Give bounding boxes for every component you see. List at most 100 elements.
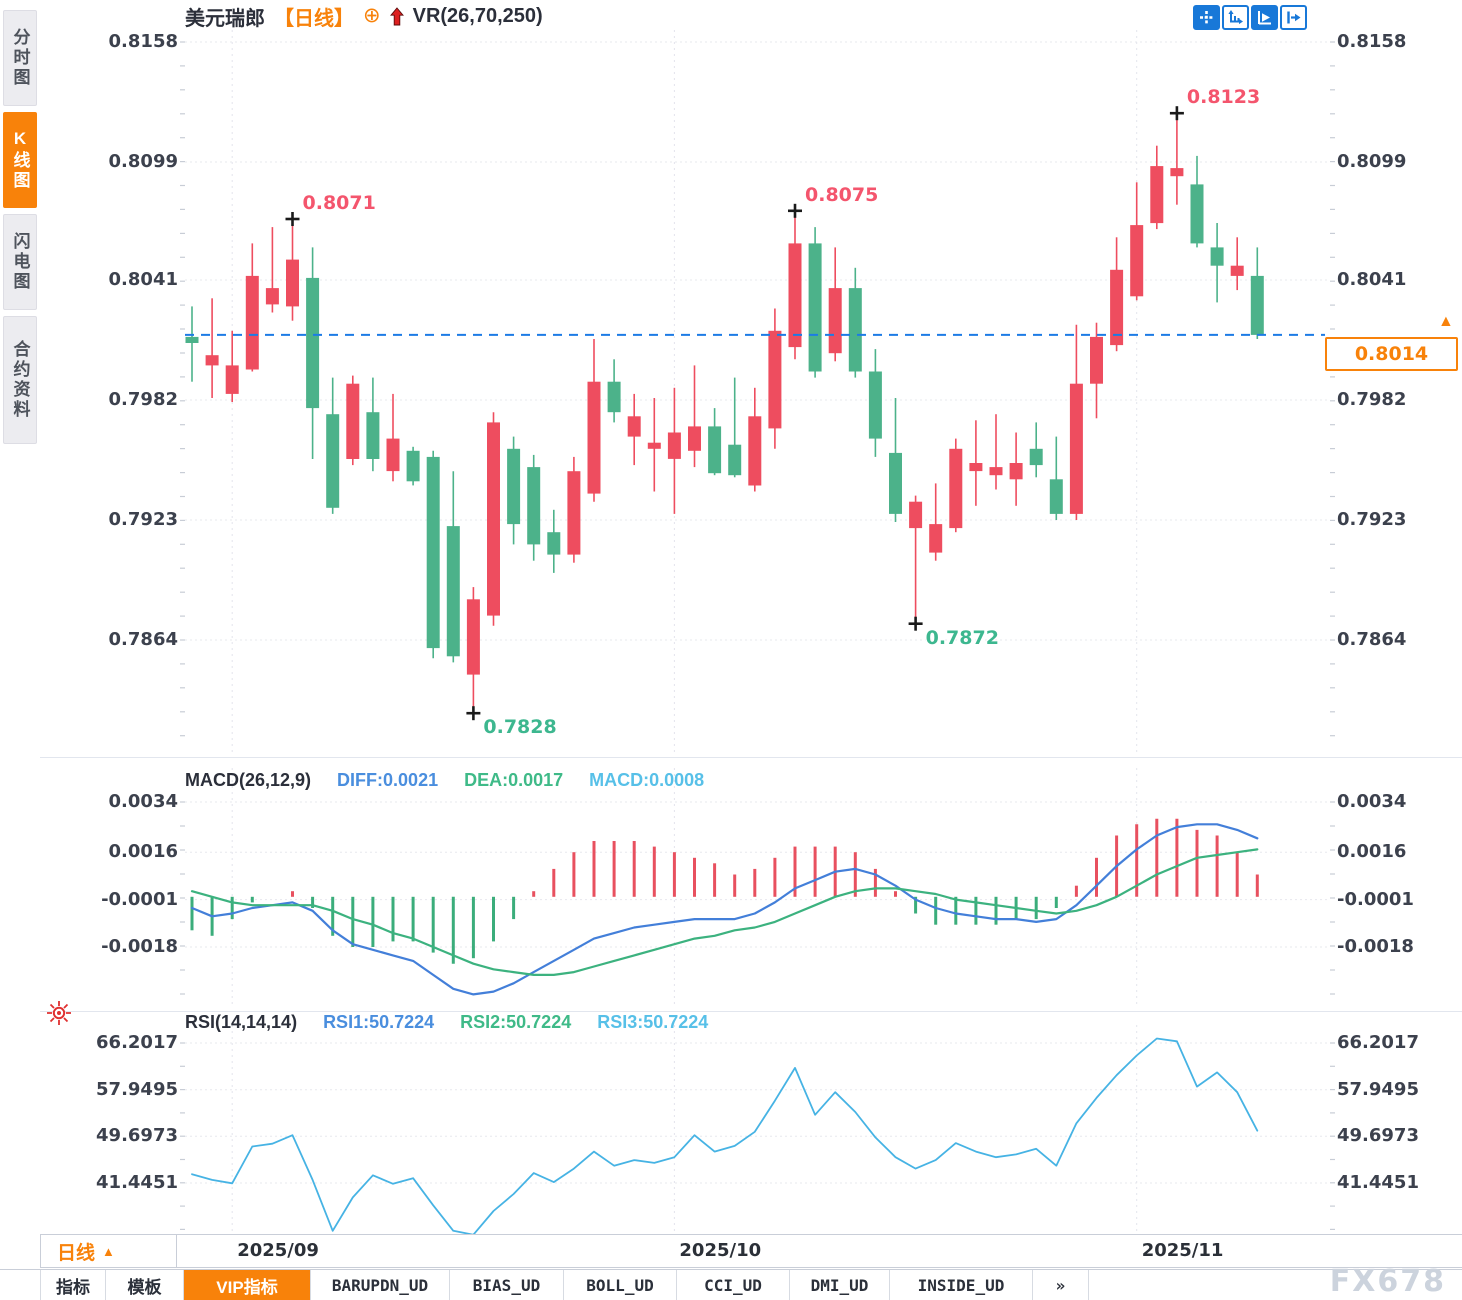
candle (245, 275, 259, 370)
rsi-title: RSI(14,14,14) (185, 1012, 298, 1032)
tab-dmi-ud[interactable]: DMI_UD (790, 1270, 890, 1300)
candle (889, 452, 902, 514)
candle (466, 599, 480, 675)
price-axis-label: -0.0001 (101, 888, 178, 910)
candle (326, 414, 340, 508)
tab-label: 模板 (127, 1277, 162, 1297)
panel-divider (40, 757, 1462, 758)
macd-dea-value: DEA:0.0017 (464, 770, 564, 790)
period-tag[interactable]: 【日线】 (274, 7, 354, 30)
candle (346, 383, 360, 459)
high-low-markers (285, 106, 1184, 721)
candle (1250, 275, 1264, 335)
candle (487, 422, 500, 616)
candle (1009, 463, 1023, 480)
sidebar-tab-label: 分时图 (10, 28, 30, 88)
price-axis-label: -0.0018 (101, 936, 178, 957)
period-selector-arrow-icon: ▲ (102, 1243, 115, 1259)
candle (265, 288, 279, 305)
time-axis-label: 2025/09 (237, 1240, 319, 1261)
candle (507, 448, 521, 525)
candle (1049, 479, 1063, 514)
candle (1029, 448, 1043, 466)
candle (1230, 265, 1244, 276)
indicator-tab-bar: 指标 模板 VIP指标 BARUPDN_UD BIAS_UD BOLL_UD C… (0, 1269, 1462, 1300)
candle (1069, 383, 1083, 514)
tab-indicators[interactable]: 指标 (40, 1270, 106, 1300)
candle (848, 288, 862, 372)
macd-title: MACD(26,12,9) (185, 770, 312, 790)
candle (225, 365, 239, 394)
macd-macd-value: MACD:0.0008 (589, 770, 705, 790)
diff-line (190, 823, 1259, 996)
sidebar-tab-kline-chart[interactable]: K线图 (3, 112, 37, 208)
tab-label: BIAS_UD (472, 1275, 541, 1295)
candle (748, 416, 762, 486)
price-axis-label: 0.8158 (1337, 31, 1407, 52)
time-axis-label: 2025/10 (679, 1240, 762, 1261)
tab-more[interactable]: » (1033, 1270, 1089, 1300)
price-axis-label: 66.2017 (96, 1032, 178, 1053)
high-price-annotation: 0.8071 (302, 191, 376, 214)
jump-to-latest-icon[interactable] (1280, 5, 1307, 30)
price-axis-label: -0.0018 (1337, 936, 1414, 957)
current-price-value: 0.8014 (1354, 343, 1429, 365)
price-axis-label: 0.7864 (108, 629, 178, 650)
rsi3-value: RSI3:50.7224 (597, 1012, 709, 1032)
period-selector[interactable]: 日线 ▲ (40, 1234, 177, 1268)
tab-label: DMI_UD (810, 1275, 869, 1295)
candlestick-series[interactable] (185, 113, 1264, 714)
candle (1130, 225, 1144, 297)
tab-label: » (1055, 1275, 1066, 1295)
price-axis-label: 0.0016 (108, 841, 178, 863)
candle (306, 277, 320, 409)
auto-fit-icon[interactable] (1251, 5, 1278, 30)
price-axis-label: 0.8041 (1337, 268, 1407, 290)
indicator-settings-sun-icon[interactable] (42, 997, 76, 1029)
candle (868, 371, 882, 439)
tab-bias-ud[interactable]: BIAS_UD (450, 1270, 564, 1300)
candle (547, 532, 561, 555)
sidebar-tab-label: 合约资料 (10, 340, 30, 420)
tab-label: 指标 (56, 1277, 90, 1297)
candle (788, 243, 802, 348)
grid (180, 30, 1335, 1233)
candle (426, 456, 440, 649)
price-axis-label: 0.7923 (1337, 508, 1407, 530)
candle (909, 501, 923, 529)
watermark: FX678 (1329, 1264, 1446, 1299)
pan-crosshair-icon[interactable] (1193, 5, 1220, 30)
candle (667, 432, 681, 459)
candle (708, 426, 722, 474)
low-price-annotation: 0.7828 (483, 716, 557, 739)
sidebar-tab-time-chart[interactable]: 分时图 (3, 10, 37, 106)
candle (1190, 184, 1204, 244)
macd-diff-value: DIFF:0.0021 (337, 770, 439, 790)
tab-vip-indicators[interactable]: VIP指标 (184, 1270, 311, 1300)
tab-cci-ud[interactable]: CCI_UD (677, 1270, 790, 1300)
candle (587, 381, 601, 494)
tab-barupdn-ud[interactable]: BARUPDN_UD (311, 1270, 450, 1300)
tab-inside-ud[interactable]: INSIDE_UD (890, 1270, 1033, 1300)
sidebar-tab-flash-chart[interactable]: 闪电图 (3, 214, 37, 310)
price-axis-label: 0.8099 (108, 151, 178, 172)
candle (647, 442, 661, 449)
candle (1210, 247, 1224, 266)
current-price-tag: 0.8014 (1325, 337, 1458, 371)
circle-plus-icon[interactable]: ⊕ (363, 4, 381, 27)
candle (1170, 168, 1184, 177)
sidebar-tab-label: K线图 (10, 129, 30, 191)
price-axis-label: 0.0034 (108, 791, 178, 812)
tab-boll-ud[interactable]: BOLL_UD (564, 1270, 677, 1300)
price-axis-label: 66.2017 (1337, 1032, 1419, 1053)
candle (989, 467, 1003, 476)
high-price-annotation: 0.8075 (805, 183, 879, 206)
tab-templates[interactable]: 模板 (106, 1270, 184, 1300)
axis-range-icon[interactable] (1222, 5, 1249, 30)
price-axis-label: 57.9495 (1337, 1078, 1419, 1100)
candle (446, 526, 460, 657)
sidebar-tab-contract-info[interactable]: 合约资料 (3, 316, 37, 444)
candle (185, 336, 199, 343)
